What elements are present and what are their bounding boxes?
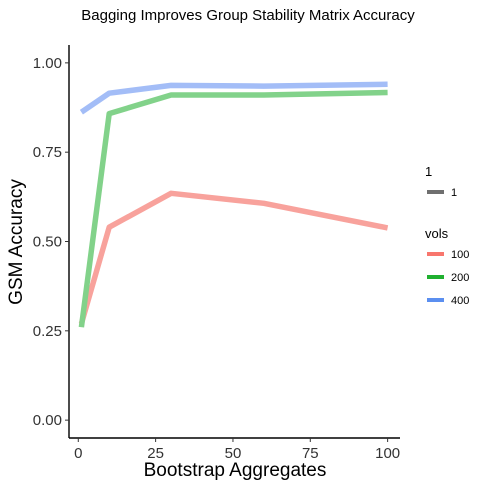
legend-title: vols [425, 226, 449, 241]
y-tick-label: 1.00 [33, 55, 62, 72]
chart-title: Bagging Improves Group Stability Matrix … [81, 7, 415, 24]
series-layer [78, 81, 389, 328]
y-tick-label: 0.00 [33, 412, 62, 429]
x-axis-title: Bootstrap Aggregates [144, 460, 327, 481]
legend-label-200: 200 [451, 272, 469, 284]
y-tick-label: 0.50 [33, 234, 62, 251]
y-axis-title: GSM Accuracy [6, 179, 27, 305]
ticks-layer: 0 25 50 75 100 0.00 0.25 0.50 0.75 1.00 [33, 55, 400, 462]
axes-layer [68, 45, 400, 439]
series-line-400 [79, 81, 388, 115]
legend-label-1: 1 [451, 187, 457, 199]
x-tick-label: 0 [74, 445, 82, 462]
x-tick-label: 25 [147, 445, 164, 462]
x-tick-label: 75 [302, 445, 319, 462]
x-tick-label: 50 [225, 445, 242, 462]
y-tick-label: 0.75 [33, 144, 62, 161]
legend-title: 1 [425, 164, 432, 179]
series-line-200 [78, 89, 388, 328]
y-tick-label: 0.25 [33, 323, 62, 340]
series-line-100 [78, 190, 389, 325]
legend-label-400: 400 [451, 295, 469, 307]
x-tick-label: 100 [375, 445, 400, 462]
legend-label-100: 100 [451, 249, 469, 261]
